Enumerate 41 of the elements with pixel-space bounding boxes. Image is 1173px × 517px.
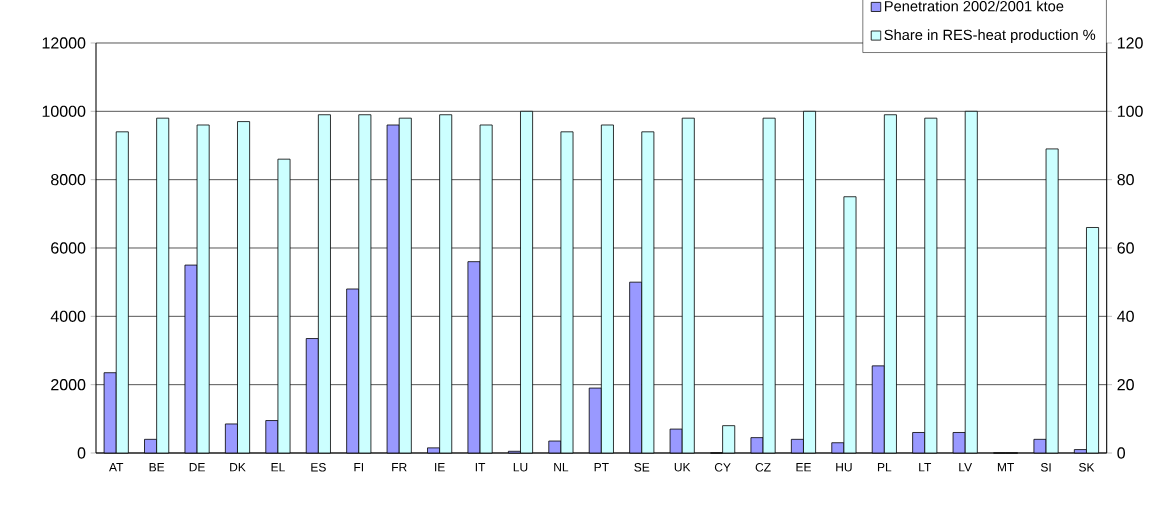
x-tick-label: AT [109, 463, 124, 472]
x-tick-label: ES [311, 463, 326, 472]
y-tick-label: 8000 [51, 174, 86, 186]
x-tick-label: LU [513, 463, 528, 472]
x-tick-label: HU [836, 463, 852, 472]
x-tick-label: SE [634, 463, 650, 472]
x-tick-label: NL [554, 463, 569, 472]
x-tick-label: LV [959, 463, 973, 472]
y2-tick-label: 100 [1117, 105, 1143, 117]
y2-tick-label: 120 [1117, 37, 1143, 49]
x-tick-label: PT [594, 463, 609, 472]
y-tick-label: 10000 [42, 105, 86, 117]
x-tick-label: DE [189, 463, 205, 472]
x-tick-label: IT [475, 463, 486, 472]
x-tick-label: CZ [755, 463, 771, 472]
x-tick-label: SK [1079, 463, 1095, 472]
y-tick-label: 6000 [51, 242, 86, 254]
x-tick-label: EL [271, 463, 285, 472]
x-tick-label: CY [714, 463, 731, 472]
y2-tick-label: 0 [1117, 447, 1126, 459]
x-tick-label: IE [435, 463, 445, 472]
x-tick-label: FI [354, 463, 364, 472]
x-tick-label: PL [877, 463, 892, 472]
y-tick-label: 2000 [51, 379, 86, 391]
legend-label: Penetration 2002/2001 ktoe [884, 0, 1064, 12]
x-tick-label: LT [919, 463, 932, 472]
y-tick-label: 12000 [42, 37, 86, 49]
y2-tick-label: 80 [1117, 174, 1134, 186]
y-tick-label: 4000 [50, 310, 86, 322]
legend-label: Share in RES-heat production % [884, 29, 1096, 43]
x-tick-label: FR [392, 463, 407, 472]
y-tick-label: 0 [77, 447, 86, 459]
x-tick-label: DK [230, 463, 246, 472]
x-tick-label: SI [1040, 463, 1051, 472]
x-tick-label: UK [674, 463, 691, 472]
x-tick-label: EE [796, 463, 811, 472]
y2-tick-label: 20 [1117, 379, 1134, 391]
x-tick-label: MT [997, 463, 1014, 472]
y2-tick-label: 60 [1117, 242, 1134, 254]
y2-tick-label: 40 [1117, 310, 1134, 322]
x-tick-label: BE [149, 463, 165, 472]
